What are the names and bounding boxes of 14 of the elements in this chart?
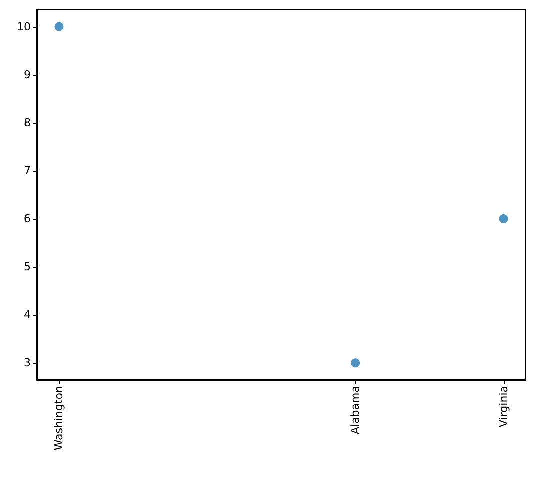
point <box>54 22 64 32</box>
point <box>499 214 508 224</box>
x-tick-label: Washington <box>52 386 66 451</box>
y-tick-label: 5 <box>24 260 31 274</box>
y-tick-label: 3 <box>24 356 31 370</box>
y-tick-label: 7 <box>24 164 31 178</box>
point <box>351 358 360 368</box>
y-tick-label: 9 <box>24 68 31 82</box>
y-tick-label: 6 <box>24 212 31 226</box>
x-tick-label: Virginia <box>497 386 510 428</box>
y-tick-label: 8 <box>24 116 31 130</box>
x-tick-label: Alabama <box>349 386 362 435</box>
y-tick-label: 4 <box>24 308 31 322</box>
y-tick-label: 10 <box>17 20 31 34</box>
